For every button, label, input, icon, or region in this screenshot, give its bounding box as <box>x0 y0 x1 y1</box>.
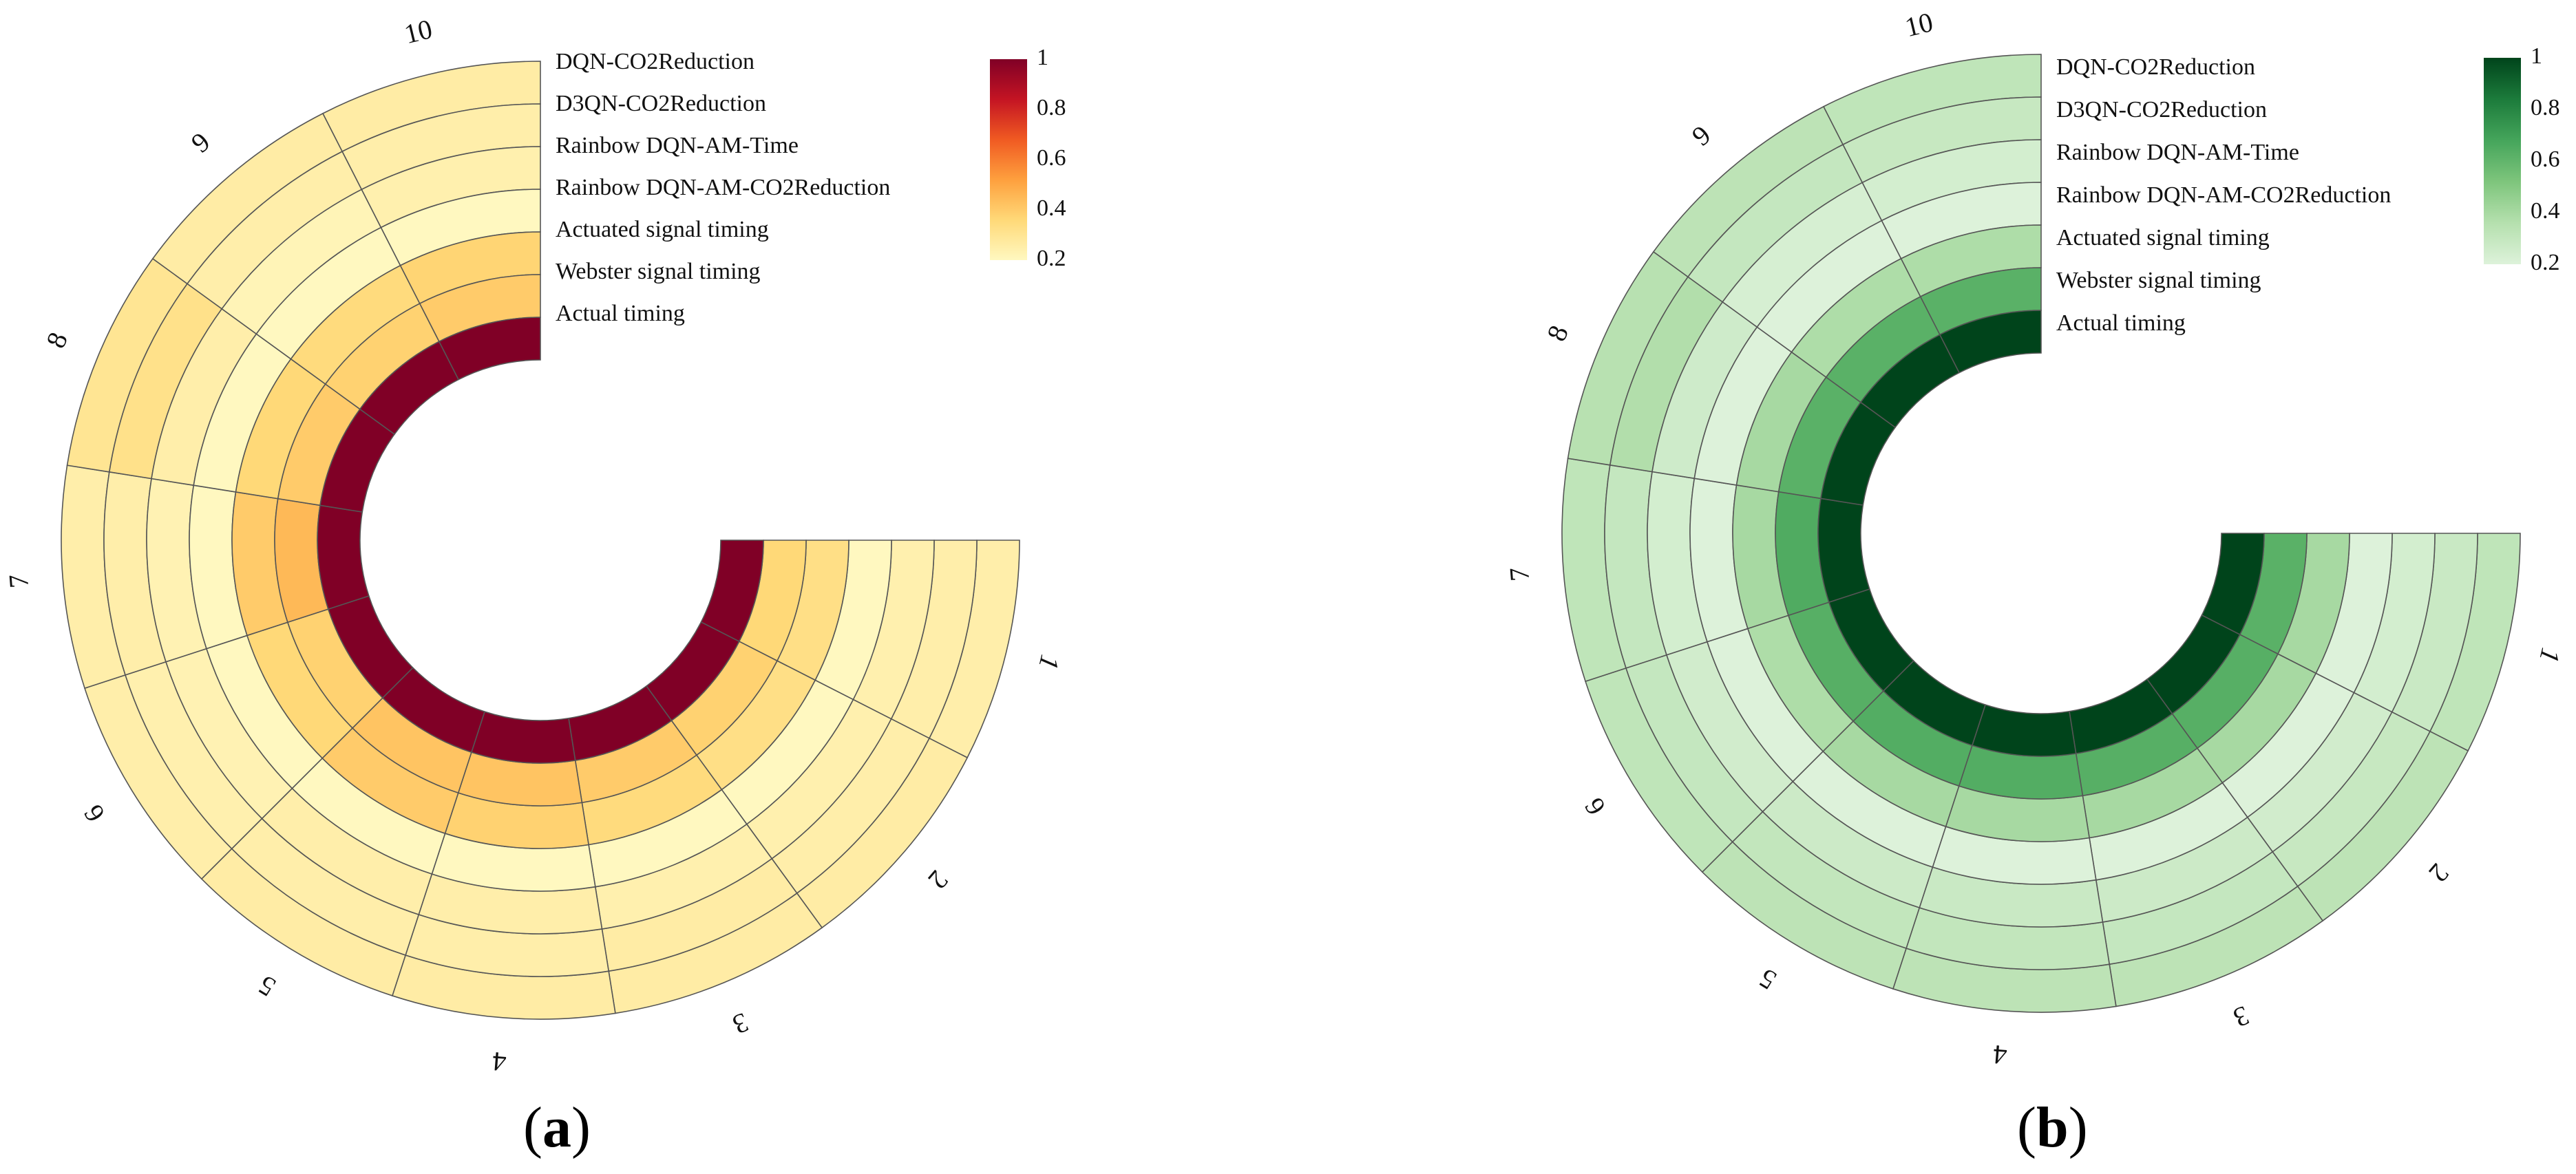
ring-label-0: DQN-CO2Reduction <box>2056 54 2255 80</box>
colorbar-tick-2: 0.6 <box>2531 147 2560 172</box>
segment-label-10: 10 <box>1902 6 1936 43</box>
segment-label-1: 1 <box>2533 645 2566 666</box>
caption-b-letter: b <box>2036 1096 2069 1160</box>
segment-label-6: 6 <box>77 800 111 828</box>
colorbar-tick-3: 0.4 <box>2531 198 2560 224</box>
ring-label-2: Rainbow DQN-AM-Time <box>556 133 799 158</box>
colorbar-tick-4: 0.2 <box>2531 250 2560 275</box>
segment-label-5: 5 <box>253 970 281 1003</box>
cell-6-7 <box>1817 498 1870 604</box>
cell-6-7 <box>317 504 370 610</box>
caption-b: (b) <box>2017 1096 2088 1160</box>
ring-label-2: Rainbow DQN-AM-Time <box>2056 140 2299 165</box>
ring-label-1: D3QN-CO2Reduction <box>2056 97 2267 122</box>
segment-label-7: 7 <box>1503 566 1535 582</box>
colorbar-tick-4: 0.2 <box>1037 246 1066 271</box>
segment-label-9: 9 <box>185 126 215 158</box>
polar-heatmap-b: 1 2 3 4 5 6 7 8 9 10 DQN-CO2Reduction D3QN-CO2Reduc… <box>1503 6 2567 1071</box>
segment-label-8: 8 <box>40 328 74 352</box>
caption-a-letter: a <box>542 1096 571 1160</box>
colorbar-tick-2: 0.6 <box>1037 145 1066 171</box>
cell-6-4 <box>470 711 576 764</box>
colorbar-tick-0: 1 <box>2531 43 2542 69</box>
ring-label-5: Webster signal timing <box>2056 268 2261 293</box>
caption-a: (a) <box>523 1096 591 1160</box>
segment-label-10: 10 <box>401 13 435 50</box>
cell-6-10 <box>438 317 541 381</box>
cell-6-4 <box>1971 704 2077 757</box>
segment-label-2: 2 <box>922 865 955 895</box>
segment-label-3: 3 <box>728 1007 753 1040</box>
ring-label-4: Actuated signal timing <box>556 217 769 242</box>
cell-6-10 <box>1939 310 2042 374</box>
segment-label-6: 6 <box>1578 793 1612 821</box>
colorbar-tick-1: 0.8 <box>1037 95 1066 120</box>
colorbar <box>990 59 1027 260</box>
colorbar-tick-1: 0.8 <box>2531 95 2560 120</box>
ring-label-3: Rainbow DQN-AM-CO2Reduction <box>2056 182 2391 208</box>
colorbar <box>2484 58 2521 264</box>
ring-label-0: DQN-CO2Reduction <box>556 49 754 74</box>
segment-label-8: 8 <box>1541 321 1574 345</box>
ring-label-5: Webster signal timing <box>556 259 761 284</box>
segment-label-5: 5 <box>1753 963 1782 996</box>
segment-label-9: 9 <box>1686 119 1716 151</box>
segment-label-7: 7 <box>3 573 34 589</box>
segment-label-1: 1 <box>1033 652 1066 673</box>
ring-label-6: Actual timing <box>556 301 685 326</box>
ring-label-4: Actuated signal timing <box>2056 225 2270 250</box>
colorbar-tick-0: 1 <box>1037 45 1048 70</box>
polar-heatmap-a: 1 2 3 4 5 6 7 8 9 10 DQN-CO2Reduction D3QN-CO2Reduc… <box>3 13 1066 1078</box>
segment-label-2: 2 <box>2423 858 2456 888</box>
segment-label-4: 4 <box>492 1046 507 1078</box>
colorbar-tick-3: 0.4 <box>1037 195 1066 221</box>
ring-label-3: Rainbow DQN-AM-CO2Reduction <box>556 175 890 200</box>
ring-label-1: D3QN-CO2Reduction <box>556 91 766 116</box>
segment-label-3: 3 <box>2229 1000 2254 1034</box>
ring-label-6: Actual timing <box>2056 310 2186 336</box>
segment-label-4: 4 <box>1992 1039 2008 1071</box>
